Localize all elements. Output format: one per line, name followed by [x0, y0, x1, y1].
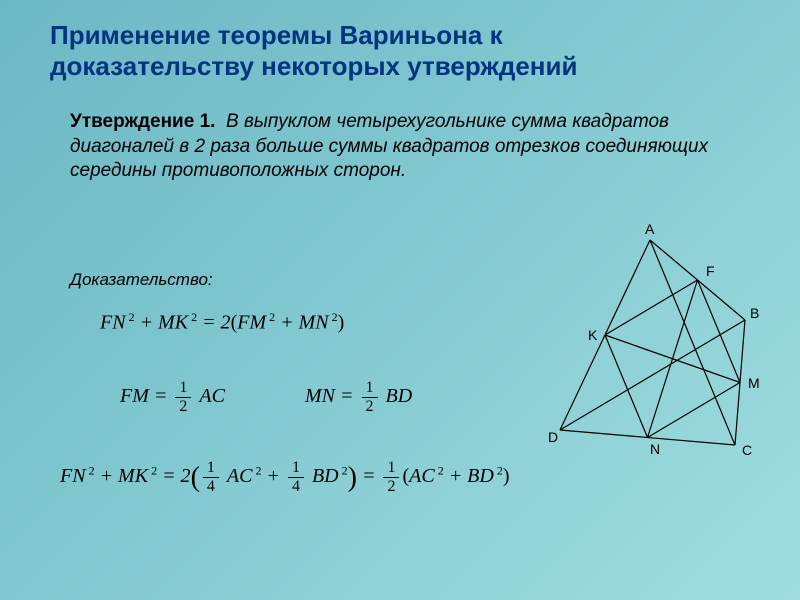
svg-text:C: C [742, 442, 752, 458]
formula-2a: FM = 12 AC [120, 380, 225, 415]
formula-2b: MN = 12 BD [305, 380, 412, 415]
svg-text:K: K [588, 327, 598, 343]
svg-text:F: F [706, 263, 715, 279]
svg-text:N: N [650, 441, 660, 457]
slide-title: Применение теоремы Вариньона к доказател… [50, 20, 690, 82]
svg-text:B: B [750, 305, 759, 321]
quadrilateral-diagram: A B C D F M N K [510, 220, 770, 480]
svg-text:M: M [748, 375, 760, 391]
statement-lead: Утверждение 1. [70, 111, 215, 132]
proof-label: Доказательство: [70, 270, 213, 290]
statement-block: Утверждение 1. В выпуклом четырехугольни… [70, 110, 750, 184]
formula-3: FN 2 + MK 2 = 2(14 AC 2 + 14 BD 2) = 12(… [60, 460, 510, 495]
svg-text:A: A [645, 221, 655, 237]
svg-text:D: D [548, 429, 558, 445]
formula-1: FN 2 + MK 2 = 2(FM 2 + MN 2) [100, 310, 344, 335]
